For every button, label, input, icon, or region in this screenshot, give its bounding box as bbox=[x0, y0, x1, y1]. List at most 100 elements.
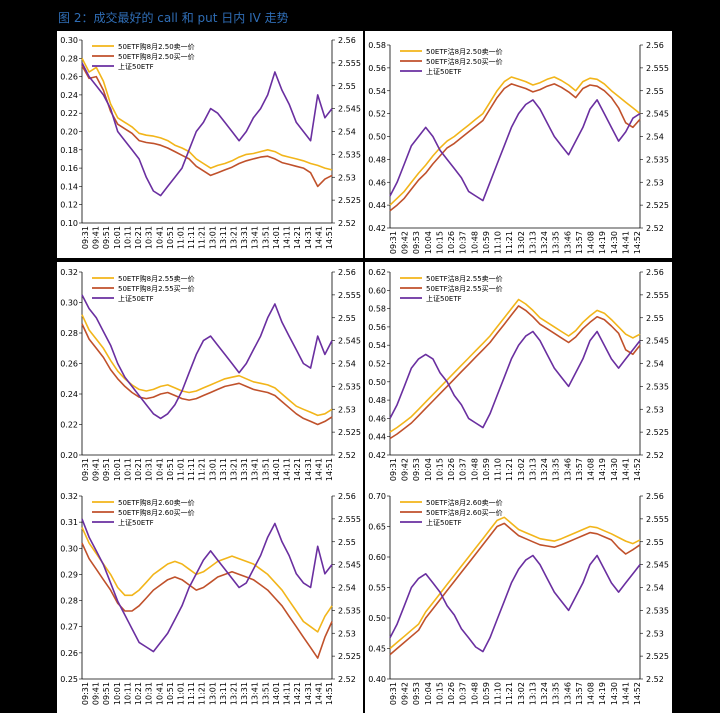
y-tick-label: 0.26 bbox=[60, 73, 78, 82]
x-tick-label: 09:51 bbox=[102, 682, 111, 705]
x-tick-label: 14:01 bbox=[272, 458, 281, 481]
x-tick-label: 10:59 bbox=[482, 682, 491, 705]
y-tick-label: 0.25 bbox=[60, 675, 78, 684]
y-tick-label: 0.31 bbox=[60, 518, 78, 527]
x-tick-label: 10:37 bbox=[459, 458, 468, 481]
x-tick-label: 13:21 bbox=[230, 458, 239, 481]
y-tick-label: 0.60 bbox=[368, 286, 386, 295]
y-tick-label: 0.70 bbox=[368, 492, 386, 501]
y-tick-label: 0.58 bbox=[368, 305, 386, 314]
y2-tick-label: 2.545 bbox=[646, 561, 669, 570]
x-tick-label: 10:59 bbox=[482, 458, 491, 481]
x-tick-label: 14:51 bbox=[325, 682, 334, 705]
x-tick-label: 11:21 bbox=[198, 458, 207, 481]
x-tick-label: 13:02 bbox=[517, 682, 526, 705]
call-ask-line bbox=[389, 516, 641, 650]
y2-tick-label: 2.54 bbox=[646, 133, 664, 142]
y2-tick-label: 2.555 bbox=[338, 59, 361, 68]
x-tick-label: 14:41 bbox=[621, 231, 630, 254]
y2-tick-label: 2.52 bbox=[338, 219, 356, 228]
x-tick-label: 14:08 bbox=[587, 682, 596, 705]
y2-tick-label: 2.525 bbox=[646, 428, 669, 437]
y2-tick-label: 2.56 bbox=[338, 492, 356, 501]
x-tick-label: 14:30 bbox=[610, 231, 619, 254]
legend-label: 50ETF沽8月2.60买一价 bbox=[426, 508, 503, 517]
legend-label: 50ETF购8月2.50买一价 bbox=[118, 52, 195, 61]
x-tick-label: 10:59 bbox=[482, 231, 491, 254]
y2-tick-label: 2.53 bbox=[646, 178, 664, 187]
x-tick-label: 13:11 bbox=[219, 682, 228, 705]
call-ask-line bbox=[389, 298, 641, 433]
x-tick-label: 13:13 bbox=[528, 231, 537, 254]
x-tick-label: 10:01 bbox=[113, 458, 122, 481]
x-tick-label: 11:11 bbox=[187, 226, 196, 249]
x-tick-label: 09:31 bbox=[81, 458, 90, 481]
iv-chart-panel: 0.42 0.44 0.46 0.48 0.50 0.52 0.54 0.56 0.58 2.52… bbox=[365, 31, 672, 258]
x-tick-label: 11:10 bbox=[494, 682, 503, 705]
legend-label: 50ETF沽8月2.60卖一价 bbox=[426, 498, 503, 507]
y-tick-label: 0.10 bbox=[60, 219, 78, 228]
y2-tick-label: 2.555 bbox=[646, 515, 669, 524]
x-tick-label: 11:21 bbox=[198, 226, 207, 249]
call-ask-line bbox=[389, 76, 641, 206]
x-tick-label: 14:31 bbox=[304, 682, 313, 705]
x-tick-label: 10:48 bbox=[470, 458, 479, 481]
y2-tick-label: 2.545 bbox=[338, 105, 361, 114]
etf-price-line bbox=[389, 99, 641, 202]
y-tick-label: 0.30 bbox=[60, 544, 78, 553]
y-tick-label: 0.54 bbox=[368, 87, 386, 96]
x-tick-label: 14:01 bbox=[272, 226, 281, 249]
y2-tick-label: 2.55 bbox=[338, 314, 356, 323]
put-bid-line bbox=[81, 542, 333, 659]
x-tick-label: 10:01 bbox=[113, 682, 122, 705]
x-tick-label: 09:31 bbox=[81, 682, 90, 705]
y2-tick-label: 2.545 bbox=[338, 561, 361, 570]
legend-label: 50ETF沽8月2.50卖一价 bbox=[426, 47, 503, 56]
y-tick-label: 0.40 bbox=[368, 675, 386, 684]
y-tick-label: 0.62 bbox=[368, 268, 386, 277]
x-tick-label: 11:21 bbox=[505, 458, 514, 481]
x-tick-label: 10:41 bbox=[155, 458, 164, 481]
x-tick-label: 09:41 bbox=[92, 458, 101, 481]
x-tick-label: 10:51 bbox=[166, 682, 175, 705]
x-tick-label: 11:21 bbox=[198, 682, 207, 705]
panel-background bbox=[57, 31, 363, 258]
x-tick-label: 14:51 bbox=[325, 458, 334, 481]
x-tick-label: 10:15 bbox=[435, 682, 444, 705]
call-ask-line bbox=[81, 314, 333, 417]
y-tick-label: 0.52 bbox=[368, 360, 386, 369]
y-tick-label: 0.42 bbox=[368, 224, 386, 233]
y2-tick-label: 2.53 bbox=[646, 629, 664, 638]
x-tick-label: 10:31 bbox=[145, 682, 154, 705]
x-tick-label: 10:04 bbox=[424, 231, 433, 254]
x-tick-label: 10:21 bbox=[134, 458, 143, 481]
put-bid-line bbox=[81, 65, 333, 188]
x-tick-label: 13:46 bbox=[563, 458, 572, 481]
panel-background bbox=[365, 262, 672, 488]
x-tick-label: 14:51 bbox=[325, 226, 334, 249]
y2-tick-label: 2.535 bbox=[646, 606, 669, 615]
put-bid-line bbox=[389, 305, 641, 440]
x-tick-label: 10:37 bbox=[459, 682, 468, 705]
y2-tick-label: 2.545 bbox=[338, 337, 361, 346]
x-tick-label: 14:41 bbox=[314, 458, 323, 481]
y2-tick-label: 2.52 bbox=[338, 451, 356, 460]
y-tick-label: 0.48 bbox=[368, 396, 386, 405]
y2-tick-label: 2.52 bbox=[646, 451, 664, 460]
y2-tick-label: 2.545 bbox=[646, 337, 669, 346]
y2-tick-label: 2.55 bbox=[646, 314, 664, 323]
x-tick-label: 13:13 bbox=[528, 458, 537, 481]
x-tick-label: 13:24 bbox=[540, 682, 549, 705]
etf-price-line bbox=[81, 62, 333, 197]
x-tick-label: 13:21 bbox=[230, 682, 239, 705]
x-tick-label: 14:31 bbox=[304, 226, 313, 249]
call-ask-line bbox=[81, 57, 333, 171]
x-tick-label: 14:11 bbox=[283, 226, 292, 249]
etf-price-line bbox=[81, 518, 333, 653]
x-tick-label: 14:21 bbox=[293, 226, 302, 249]
legend-label: 50ETF购8月2.60卖一价 bbox=[118, 498, 195, 507]
x-tick-label: 10:21 bbox=[134, 226, 143, 249]
x-tick-label: 13:01 bbox=[208, 682, 217, 705]
x-tick-label: 11:01 bbox=[176, 458, 185, 481]
